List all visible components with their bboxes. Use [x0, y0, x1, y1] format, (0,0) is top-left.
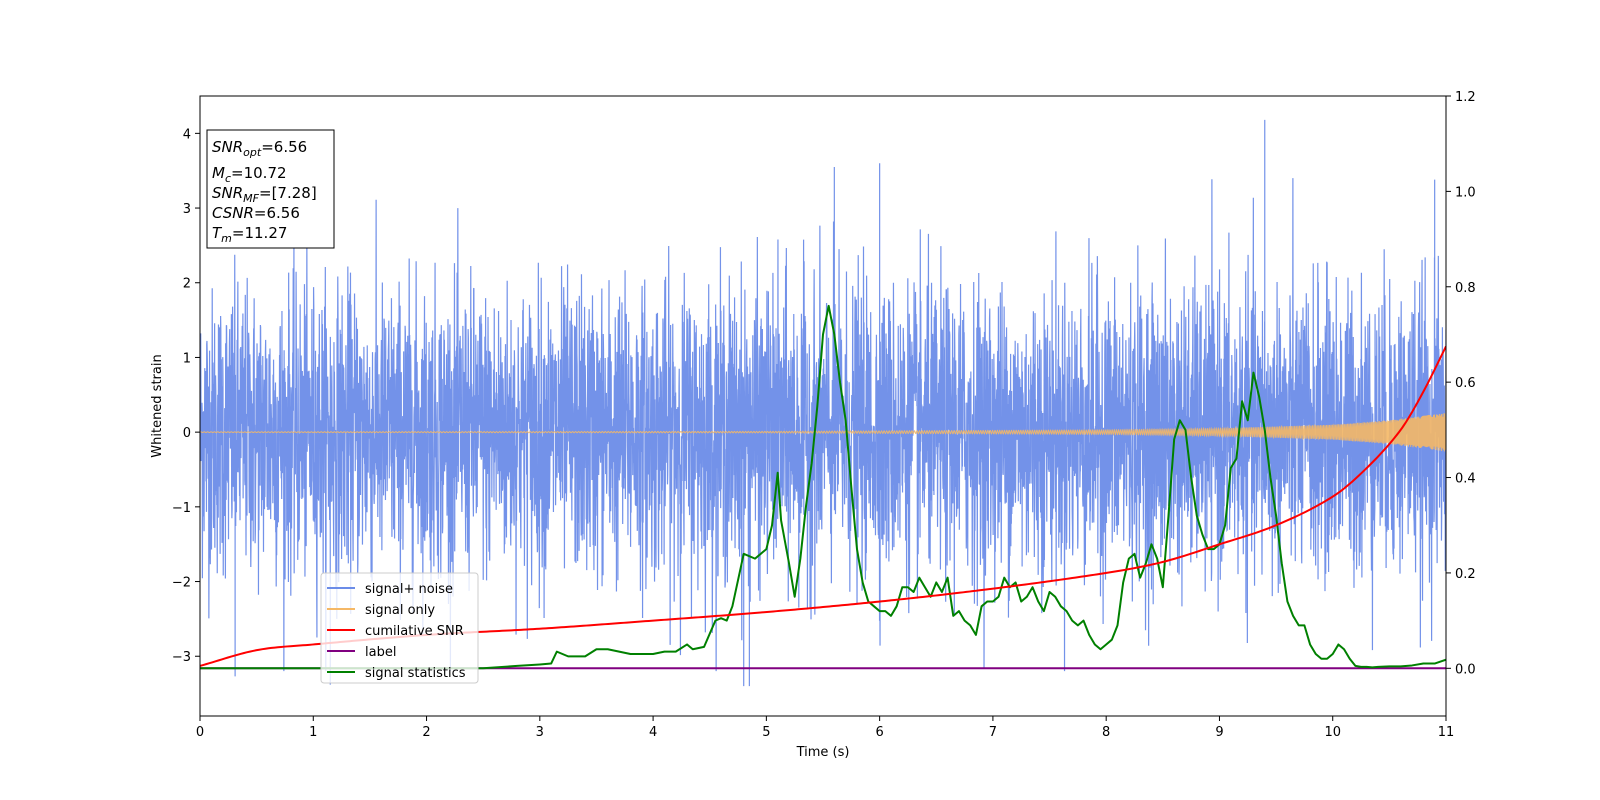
info-box-frame	[206, 129, 335, 249]
legend-frame	[320, 572, 479, 684]
legend: signal+ noise signal only cumilative SNR la…	[320, 572, 479, 684]
legend-label: signal+ noise	[365, 582, 453, 597]
info-snr-opt: SNRopt=6.56	[212, 138, 307, 159]
y-left-tick-label: 3	[183, 202, 191, 217]
x-tick-label: 8	[1102, 725, 1110, 740]
y-axis-left: −3 −2 −1 0 1 2 3 4	[172, 127, 200, 665]
x-tick-label: 9	[1215, 725, 1223, 740]
info-box: SNRopt=6.56 Mc=10.72 SNRMF=[7.28] CSNR=6…	[206, 129, 335, 249]
info-tm: Tm=11.27	[212, 224, 287, 245]
y-right-tick-label: 0.2	[1455, 567, 1476, 582]
series-signal-statistics	[200, 304, 1446, 670]
info-snr-mf: SNRMF=[7.28]	[212, 184, 317, 205]
legend-label: cumilative SNR	[365, 624, 464, 639]
legend-label: signal only	[365, 603, 435, 618]
legend-label: label	[365, 645, 396, 660]
y-right-tick-label: 0.0	[1455, 662, 1476, 677]
y-right-tick-label: 0.4	[1455, 472, 1476, 487]
y-right-tick-label: 0.6	[1455, 376, 1476, 391]
y-axis-label: Whitened strain	[150, 354, 165, 457]
x-tick-label: 6	[875, 725, 883, 740]
x-axis-label: Time (s)	[796, 745, 850, 760]
series-signal-noise	[200, 119, 1446, 687]
legend-label: signal statistics	[365, 666, 466, 681]
x-tick-label: 5	[762, 725, 770, 740]
y-left-tick-label: 1	[183, 351, 191, 366]
x-tick-label: 1	[309, 725, 317, 740]
x-tick-label: 3	[536, 725, 544, 740]
y-left-tick-label: −1	[172, 501, 191, 516]
info-mc: Mc=10.72	[212, 164, 287, 185]
x-tick-label: 10	[1324, 725, 1341, 740]
y-axis-right: 0.0 0.2 0.4 0.6 0.8 1.0 1.2	[1446, 90, 1476, 677]
plot-frame	[199, 95, 1447, 717]
x-axis: 0 1 2 3 4 5 6 7 8 9 10 11	[196, 716, 1454, 740]
y-right-tick-label: 0.8	[1455, 281, 1476, 296]
y-left-tick-label: −3	[172, 650, 191, 665]
y-left-tick-label: 0	[183, 426, 191, 441]
y-left-tick-label: 2	[183, 277, 191, 292]
x-tick-label: 2	[422, 725, 430, 740]
y-left-tick-label: 4	[183, 127, 191, 142]
x-tick-label: 7	[989, 725, 997, 740]
info-csnr: CSNR=6.56	[212, 204, 300, 222]
x-tick-label: 4	[649, 725, 657, 740]
y-right-tick-label: 1.0	[1455, 185, 1476, 200]
x-tick-label: 0	[196, 725, 204, 740]
x-tick-label: 11	[1438, 725, 1455, 740]
y-left-tick-label: −2	[172, 576, 191, 591]
y-right-tick-label: 1.2	[1455, 90, 1476, 105]
